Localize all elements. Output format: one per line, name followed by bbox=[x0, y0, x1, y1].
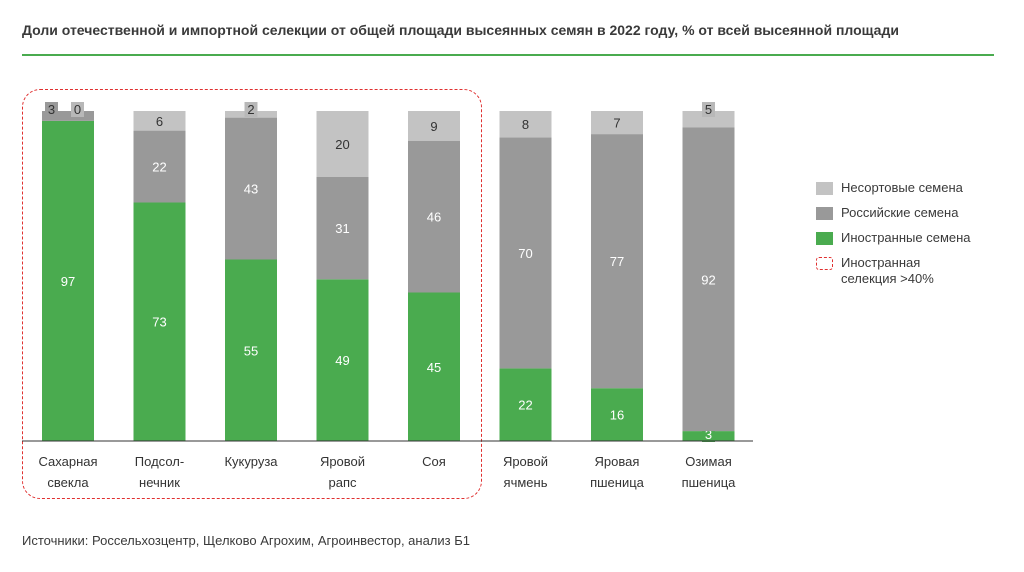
data-label: 16 bbox=[610, 408, 624, 423]
category-label: рапс bbox=[329, 475, 357, 490]
data-label: 43 bbox=[244, 182, 258, 197]
bar-segment bbox=[499, 368, 552, 441]
category-label: пшеница bbox=[590, 475, 645, 490]
data-label: 0 bbox=[74, 102, 81, 117]
bar-segment bbox=[499, 137, 552, 369]
bar-segment bbox=[133, 111, 186, 131]
bar-segment bbox=[408, 140, 460, 293]
data-label: 5 bbox=[705, 102, 712, 117]
chart-title: Доли отечественной и импортной селекции … bbox=[22, 22, 899, 38]
bar-segment bbox=[316, 177, 369, 280]
legend-swatch bbox=[816, 232, 833, 245]
bar-segment bbox=[225, 259, 277, 441]
category-label: Озимая bbox=[685, 454, 732, 469]
bar-segment bbox=[408, 111, 460, 141]
legend-swatch bbox=[816, 182, 833, 195]
legend-label: Несортовые семена bbox=[841, 180, 963, 195]
bar-segment bbox=[316, 111, 369, 177]
category-label: Кукуруза bbox=[224, 454, 278, 469]
category-label: Подсол- bbox=[135, 454, 184, 469]
data-label: 3 bbox=[48, 102, 55, 117]
stacked-bar-chart: 973 0Сахарнаясвекла73226Подсол-нечник5543… bbox=[22, 102, 753, 490]
legend-item: Несортовые семена bbox=[816, 180, 971, 196]
data-label: 97 bbox=[61, 274, 75, 289]
bar-segment bbox=[316, 279, 369, 441]
legend-item: Российские семена bbox=[816, 205, 971, 221]
data-label: 55 bbox=[244, 343, 258, 358]
bar-segment bbox=[499, 111, 552, 138]
category-label: ячмень bbox=[504, 475, 548, 490]
highlight-box-foreign-over-40 bbox=[22, 89, 482, 499]
legend-item: Иностранные семена bbox=[816, 230, 971, 246]
bar-segment bbox=[133, 130, 186, 203]
data-label: 77 bbox=[610, 254, 624, 269]
legend-label: Иностранные семена bbox=[841, 230, 971, 245]
bar-segment bbox=[682, 127, 735, 432]
data-label: 46 bbox=[427, 210, 441, 225]
category-label: пшеница bbox=[682, 475, 737, 490]
data-label: 2 bbox=[247, 102, 254, 117]
legend-label: Иностранная селекция >40% bbox=[841, 255, 934, 286]
data-label: 6 bbox=[156, 114, 163, 129]
data-label: 9 bbox=[430, 119, 437, 134]
data-label: 45 bbox=[427, 360, 441, 375]
data-label-box bbox=[71, 102, 84, 117]
category-label: Сахарная bbox=[38, 454, 97, 469]
bar-segment bbox=[42, 111, 94, 121]
bar-segment bbox=[682, 111, 735, 128]
category-label: Яровой bbox=[503, 454, 548, 469]
source-note: Источники: Россельхозцентр, Щелково Агро… bbox=[22, 533, 470, 548]
data-label: 7 bbox=[613, 116, 620, 131]
category-label: нечник bbox=[139, 475, 180, 490]
bar-segment bbox=[591, 134, 643, 389]
category-label: свекла bbox=[47, 475, 89, 490]
category-label: Яровая bbox=[595, 454, 640, 469]
data-label: 31 bbox=[335, 221, 349, 236]
bar-segment bbox=[133, 202, 186, 441]
legend-swatch bbox=[816, 257, 833, 270]
data-label: 70 bbox=[518, 246, 532, 261]
legend: Несортовые семена Российские семена Иностр… bbox=[816, 180, 971, 296]
data-label: 92 bbox=[701, 272, 715, 287]
legend-swatch bbox=[816, 207, 833, 220]
data-label: 20 bbox=[335, 137, 349, 152]
legend-label: Российские семена bbox=[841, 205, 959, 220]
data-label: 49 bbox=[335, 353, 349, 368]
bar-segment bbox=[42, 120, 94, 442]
title-underline bbox=[22, 54, 994, 56]
data-label-box bbox=[244, 102, 258, 117]
data-label: 22 bbox=[518, 398, 532, 413]
category-label: Соя bbox=[422, 454, 446, 469]
data-label: 73 bbox=[152, 315, 166, 330]
data-label-box bbox=[702, 102, 715, 117]
legend-item: Иностранная селекция >40% bbox=[816, 255, 971, 287]
bar-segment bbox=[591, 388, 643, 441]
bar-segment bbox=[408, 292, 460, 441]
data-label: 22 bbox=[152, 160, 166, 175]
data-label: 3 bbox=[705, 427, 712, 442]
category-label: Яровой bbox=[320, 454, 365, 469]
data-label-box bbox=[45, 102, 58, 117]
data-label: 8 bbox=[522, 117, 529, 132]
bar-segment bbox=[225, 117, 277, 260]
bar-segment bbox=[591, 111, 643, 135]
